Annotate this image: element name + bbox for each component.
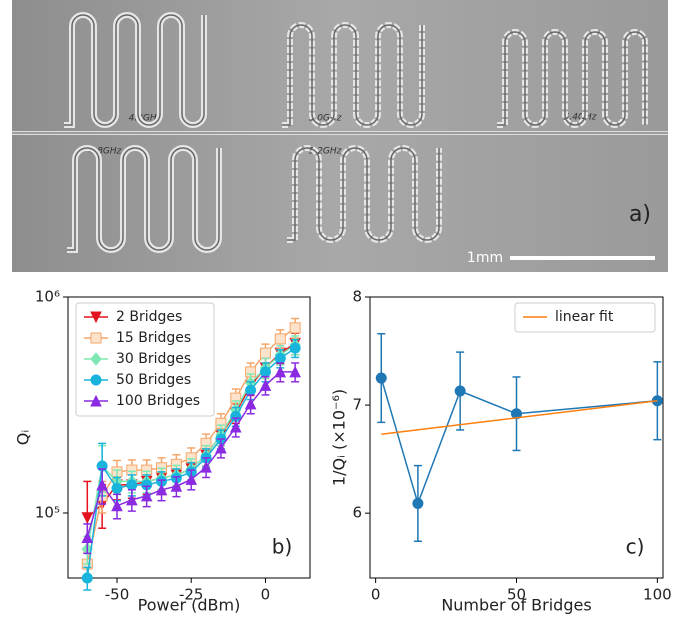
data-point	[81, 572, 93, 584]
frequency-label: 5.2GHz	[309, 147, 342, 157]
data-point	[170, 480, 183, 492]
panel-label: b)	[272, 535, 293, 559]
data-point	[274, 365, 287, 378]
y-tick-label: 7	[352, 396, 362, 414]
scale-bar-label: 1mm	[467, 250, 503, 266]
frequency-label: 5.0GHz	[309, 114, 342, 124]
legend-label: 100 Bridges	[116, 393, 200, 409]
frequency-label: 5.4GHz	[564, 113, 597, 123]
data-point	[229, 420, 242, 433]
x-tick-label: 100	[643, 586, 672, 604]
x-axis-label: Number of Bridges	[441, 596, 591, 615]
data-point	[126, 493, 138, 506]
resonator-center	[287, 147, 440, 241]
resonator-center	[67, 147, 220, 251]
x-tick-label: -50	[105, 586, 130, 604]
data-point	[244, 397, 257, 410]
legend-label: 2 Bridges	[116, 309, 182, 325]
x-axis-label: Power (dBm)	[138, 596, 241, 615]
data-point	[215, 441, 227, 454]
legend-marker	[90, 332, 102, 344]
legend-marker	[90, 374, 102, 386]
y-axis-label: 1/Qᵢ (×10⁻⁶)	[330, 389, 349, 486]
y-tick-label: 8	[352, 288, 362, 306]
data-point	[259, 347, 271, 359]
data-point	[259, 379, 272, 391]
data-point	[155, 483, 168, 496]
legend-marker	[90, 394, 102, 407]
data-point	[511, 408, 522, 420]
data-point	[96, 478, 108, 491]
legend-label: 15 Bridges	[116, 330, 191, 346]
x-tick-label: -25	[179, 586, 204, 604]
panel-label: a)	[629, 202, 651, 227]
y-tick-label: 10⁵	[35, 503, 60, 521]
legend-box	[514, 302, 656, 333]
legend-label: 50 Bridges	[116, 372, 191, 388]
data-point	[111, 482, 123, 494]
data-point	[274, 352, 286, 364]
data-point	[375, 372, 387, 384]
data-point	[140, 489, 153, 502]
data-point	[81, 531, 94, 543]
legend-label: 30 Bridges	[116, 351, 191, 367]
x-tick-label: 50	[507, 586, 526, 604]
data-point	[200, 461, 212, 473]
micrograph: 4.8GHz 5.0GHz 5.4GHz 4.8GHz 5.2GHz a) 1m…	[12, 0, 668, 272]
data-point	[126, 479, 138, 491]
data-point	[289, 365, 301, 378]
data-point	[185, 473, 198, 485]
legend-marker	[90, 352, 102, 366]
legend-box	[75, 302, 215, 417]
legend-label: linear fit	[555, 309, 614, 325]
data-point	[111, 499, 123, 512]
data-point	[289, 322, 301, 334]
frequency-label: 4.8GHz	[129, 114, 162, 124]
y-axis-label: Qᵢ	[14, 430, 33, 445]
x-tick-label: 0	[371, 586, 381, 604]
resonator-center	[497, 31, 646, 126]
x-tick-label: 0	[261, 586, 271, 604]
panel-label: c)	[626, 535, 645, 559]
y-tick-label: 6	[352, 504, 362, 522]
series-line	[381, 400, 658, 436]
data-point	[259, 366, 271, 378]
resonator-center	[282, 24, 423, 126]
data-point	[81, 512, 94, 524]
data-point	[454, 385, 466, 397]
resonator-center	[64, 14, 205, 126]
data-point	[274, 333, 286, 345]
y-tick-label: 10⁶	[35, 288, 60, 306]
legend-marker	[90, 311, 102, 324]
frequency-label: 4.8GHz	[89, 147, 122, 157]
data-point	[289, 342, 301, 354]
series-line	[380, 377, 658, 506]
data-point	[412, 497, 424, 509]
plot-frame	[67, 296, 311, 579]
data-point	[245, 384, 257, 396]
